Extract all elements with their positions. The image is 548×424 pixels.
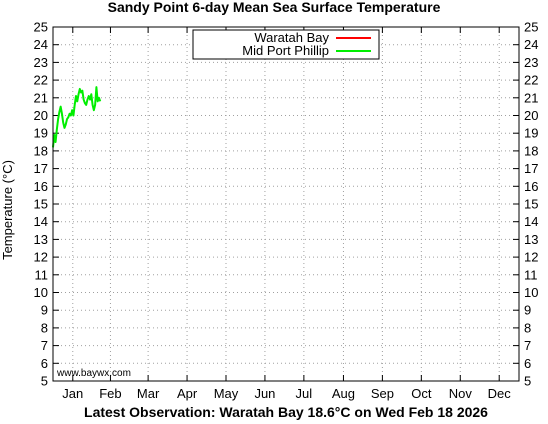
- y-tick-label-right: 25: [524, 20, 538, 35]
- y-tick-label-right: 18: [524, 143, 538, 158]
- y-tick-label: 16: [34, 179, 48, 194]
- y-tick-label-right: 8: [524, 320, 531, 335]
- x-tick-label: Apr: [177, 386, 198, 401]
- y-tick-label-right: 16: [524, 179, 538, 194]
- x-tick-label: Nov: [449, 386, 473, 401]
- y-tick-label-right: 22: [524, 73, 538, 88]
- y-tick-label-right: 21: [524, 90, 538, 105]
- chart-title: Sandy Point 6-day Mean Sea Surface Tempe…: [108, 0, 441, 15]
- y-tick-label: 11: [35, 267, 49, 282]
- y-tick-label: 20: [34, 108, 48, 123]
- y-tick-label-right: 9: [524, 303, 531, 318]
- y-tick-label: 9: [41, 303, 48, 318]
- y-tick-label-right: 13: [524, 232, 538, 247]
- y-tick-label-right: 23: [524, 55, 538, 70]
- credit-text: www.baywx.com: [56, 368, 131, 379]
- x-tick-label: Aug: [332, 386, 355, 401]
- y-tick-label: 13: [34, 232, 48, 247]
- x-tick-label: Dec: [488, 386, 512, 401]
- y-tick-label: 19: [34, 126, 48, 141]
- y-tick-label: 6: [41, 356, 48, 371]
- series-line-mid-port-phillip: [52, 86, 102, 148]
- latest-observation: Latest Observation: Waratah Bay 18.6°C o…: [84, 404, 488, 420]
- y-tick-label: 17: [34, 161, 48, 176]
- y-axis-label: Temperature (°C): [0, 160, 15, 260]
- y-tick-label: 10: [34, 285, 48, 300]
- x-tick-label: May: [214, 386, 239, 401]
- y-tick-label-right: 15: [524, 197, 538, 212]
- y-tick-label-right: 19: [524, 126, 538, 141]
- y-tick-label-right: 12: [524, 250, 538, 265]
- x-tick-label: Sep: [371, 386, 394, 401]
- y-tick-label: 22: [34, 73, 48, 88]
- y-axis-left: 5 6 7 8 9 10 11 12 13 14 15 16 17 18 19 20 21 22 23 24 25: [34, 20, 59, 389]
- y-tick-label: 14: [34, 214, 48, 229]
- y-tick-label-right: 7: [524, 338, 531, 353]
- y-tick-label: 15: [34, 197, 48, 212]
- y-tick-label-right: 14: [524, 214, 538, 229]
- y-tick-label-right: 5: [524, 374, 531, 389]
- legend: Waratah Bay Mid Port Phillip: [192, 29, 380, 60]
- legend-label-mid-port-phillip: Mid Port Phillip: [242, 43, 329, 58]
- y-tick-label-right: 24: [524, 37, 538, 52]
- series: [52, 86, 102, 148]
- y-tick-label: 5: [41, 374, 48, 389]
- legend-box: [192, 29, 380, 60]
- y-tick-label-right: 17: [524, 161, 538, 176]
- y-tick-label: 21: [34, 90, 48, 105]
- y-tick-label: 23: [34, 55, 48, 70]
- legend-label-waratah: Waratah Bay: [254, 30, 329, 45]
- plot-frame: [52, 26, 520, 382]
- y-tick-label-right: 10: [524, 285, 538, 300]
- x-tick-label: Mar: [137, 386, 160, 401]
- grid: [53, 27, 519, 381]
- y-tick-label: 24: [34, 37, 48, 52]
- y-axis-right: 5 6 7 8 9 10 11 12 13 14 15 16 17 18 19 20 21 22 23 24 25: [513, 20, 538, 389]
- y-tick-label-right: 20: [524, 108, 538, 123]
- y-tick-label: 7: [41, 338, 48, 353]
- y-tick-label: 8: [41, 320, 48, 335]
- x-tick-label: Jul: [296, 386, 313, 401]
- x-tick-label: Oct: [411, 386, 432, 401]
- x-tick-label: Feb: [99, 386, 121, 401]
- y-tick-label: 12: [34, 250, 48, 265]
- y-tick-label: 25: [34, 20, 48, 35]
- y-tick-label-right: 11: [524, 267, 538, 282]
- x-tick-label: Jun: [254, 386, 275, 401]
- x-axis: Jan Feb Mar Apr May Jun Jul Aug Sep Oct Nov Dec: [62, 27, 511, 401]
- y-tick-label: 18: [34, 143, 48, 158]
- y-tick-label-right: 6: [524, 356, 531, 371]
- x-tick-label: Jan: [62, 386, 83, 401]
